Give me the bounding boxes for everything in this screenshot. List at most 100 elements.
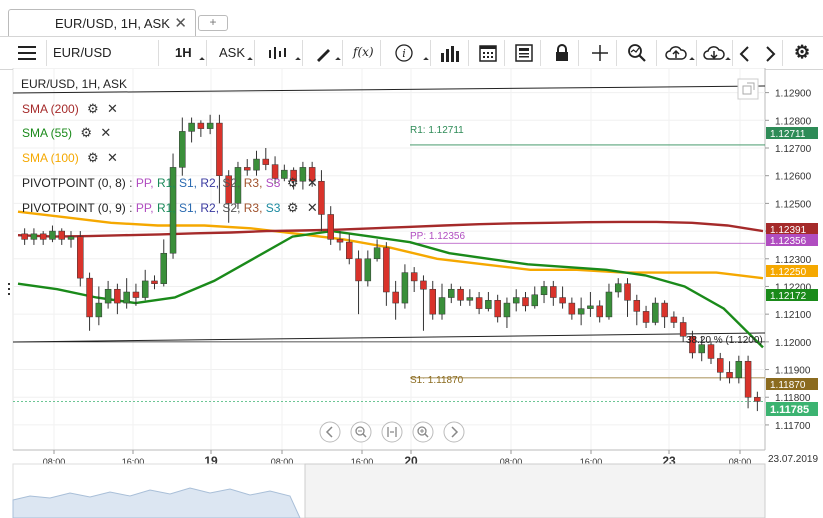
y-tick-label: 1.12300 bbox=[775, 255, 812, 266]
news-button[interactable] bbox=[508, 40, 541, 66]
price-label: 1.12711 bbox=[770, 129, 806, 140]
candle-body bbox=[308, 167, 316, 182]
candle-body bbox=[596, 305, 603, 318]
trendline-upper bbox=[12, 85, 766, 94]
indicator-sma100[interactable]: SMA (100) ⚙ ✕ bbox=[22, 150, 118, 166]
s1-level-label: S1: 1.11870 bbox=[410, 375, 464, 386]
add-tab-button[interactable]: + bbox=[198, 15, 228, 31]
gear-icon[interactable]: ⚙ bbox=[286, 200, 299, 215]
bar-chart-icon bbox=[441, 46, 459, 62]
candle-body bbox=[151, 280, 158, 284]
scroll-right-button[interactable] bbox=[758, 40, 783, 66]
price-chart[interactable]: 1.129001.128001.127001.126001.125001.124… bbox=[0, 68, 823, 518]
chart-tab[interactable]: EUR/USD, 1H, ASK ✕ bbox=[8, 9, 196, 36]
indicator-label: SMA (55) bbox=[22, 126, 73, 140]
news-icon bbox=[515, 44, 533, 62]
candle-body bbox=[540, 286, 548, 296]
candle-body bbox=[401, 272, 409, 304]
zoom-out-button[interactable] bbox=[350, 421, 372, 443]
instrument-selector[interactable]: EUR/USD bbox=[48, 40, 159, 66]
reset-zoom-button[interactable] bbox=[381, 421, 403, 443]
gear-icon[interactable]: ⚙ bbox=[286, 175, 299, 190]
candle-body bbox=[587, 305, 594, 309]
calendar-button[interactable] bbox=[472, 40, 505, 66]
candle-body bbox=[661, 302, 668, 318]
trendline-lower bbox=[12, 332, 766, 343]
settings-button[interactable]: ⚙ bbox=[788, 40, 818, 66]
candle-body bbox=[568, 302, 576, 315]
chart-header: EUR/USD, 1H, ASK bbox=[21, 77, 128, 91]
info-button[interactable]: i bbox=[386, 40, 431, 66]
drag-handle-icon[interactable] bbox=[8, 283, 14, 295]
candle-body bbox=[577, 308, 585, 315]
zoom-button[interactable] bbox=[620, 40, 657, 66]
candle-body bbox=[58, 230, 65, 240]
scroll-right-nav-button[interactable] bbox=[443, 421, 465, 443]
y-tick-label: 1.12100 bbox=[775, 310, 812, 321]
candle-body bbox=[49, 230, 56, 240]
drawing-tools-button[interactable] bbox=[306, 40, 343, 66]
gear-icon[interactable]: ⚙ bbox=[87, 150, 99, 165]
candle-body bbox=[522, 297, 529, 307]
download-button[interactable] bbox=[698, 40, 733, 66]
price-label-box bbox=[766, 265, 818, 277]
upload-button[interactable] bbox=[660, 40, 697, 66]
lock-icon bbox=[556, 44, 568, 61]
candle-body bbox=[503, 302, 511, 318]
candle-body bbox=[327, 214, 334, 240]
candle-body bbox=[179, 131, 186, 168]
indicator-label: SMA (200) bbox=[22, 102, 79, 116]
overview-window[interactable] bbox=[304, 463, 766, 518]
candle-body bbox=[438, 297, 446, 315]
sma100-line bbox=[17, 210, 764, 280]
candle-body bbox=[717, 358, 724, 373]
indicator-sma55[interactable]: SMA (55) ⚙ ✕ bbox=[22, 125, 111, 141]
candle-body bbox=[290, 169, 297, 182]
candle-body bbox=[355, 258, 362, 282]
close-icon[interactable]: ✕ bbox=[306, 175, 318, 190]
timeframe-selector[interactable]: 1H bbox=[162, 40, 207, 66]
candle-body bbox=[624, 283, 631, 301]
chart-area[interactable]: 1.129001.128001.127001.126001.125001.124… bbox=[0, 68, 823, 518]
chart-type-button[interactable] bbox=[258, 40, 303, 66]
candle-body bbox=[614, 283, 622, 293]
y-tick-label: 1.11800 bbox=[775, 393, 811, 404]
candle-body bbox=[262, 158, 270, 165]
gear-icon[interactable]: ⚙ bbox=[80, 125, 93, 140]
lock-button[interactable] bbox=[546, 40, 579, 66]
indicator-pivot1[interactable]: PIVOTPOINT (0, 8) : PP, R1, S1, R2, S2, … bbox=[22, 175, 318, 190]
price-label: 1.12356 bbox=[770, 236, 807, 247]
function-icon: f(x) bbox=[353, 45, 374, 59]
close-icon[interactable]: ✕ bbox=[306, 200, 318, 215]
indicator-sma200[interactable]: SMA (200) ⚙ ✕ bbox=[22, 101, 118, 117]
price-label-box bbox=[766, 378, 818, 390]
close-tab-icon[interactable]: ✕ bbox=[174, 15, 187, 32]
volume-button[interactable] bbox=[432, 40, 469, 66]
indicator-pivot2[interactable]: PIVOTPOINT (0, 9) : PP, R1, S1, R2, S2, … bbox=[22, 200, 318, 215]
candle-body bbox=[346, 241, 353, 260]
indicators-button[interactable]: f(x) bbox=[344, 40, 381, 66]
scroll-left-nav-button[interactable] bbox=[319, 421, 341, 443]
side-selector[interactable]: ASK bbox=[210, 40, 255, 66]
pencil-icon bbox=[317, 49, 330, 62]
date-stamp: 23.07.2019 bbox=[768, 454, 819, 465]
gear-icon[interactable]: ⚙ bbox=[87, 101, 99, 116]
price-label: 1.12250 bbox=[770, 267, 807, 278]
candle-body bbox=[123, 291, 130, 304]
maximize-icon[interactable] bbox=[737, 78, 759, 100]
close-icon[interactable]: ✕ bbox=[107, 150, 118, 165]
close-icon[interactable]: ✕ bbox=[100, 125, 112, 140]
zoom-in-button[interactable] bbox=[412, 421, 434, 443]
candle-body bbox=[559, 297, 566, 304]
svg-text:i: i bbox=[402, 47, 406, 60]
candle-body bbox=[21, 233, 28, 240]
candle-body bbox=[707, 344, 715, 359]
candle-body bbox=[475, 297, 483, 309]
menu-button[interactable] bbox=[10, 40, 47, 66]
crosshair-button[interactable] bbox=[584, 40, 617, 66]
candle-body bbox=[420, 280, 427, 290]
scroll-left-button[interactable] bbox=[734, 40, 756, 66]
close-icon[interactable]: ✕ bbox=[107, 101, 118, 116]
candle-body bbox=[281, 169, 288, 179]
candle-body bbox=[95, 302, 103, 318]
